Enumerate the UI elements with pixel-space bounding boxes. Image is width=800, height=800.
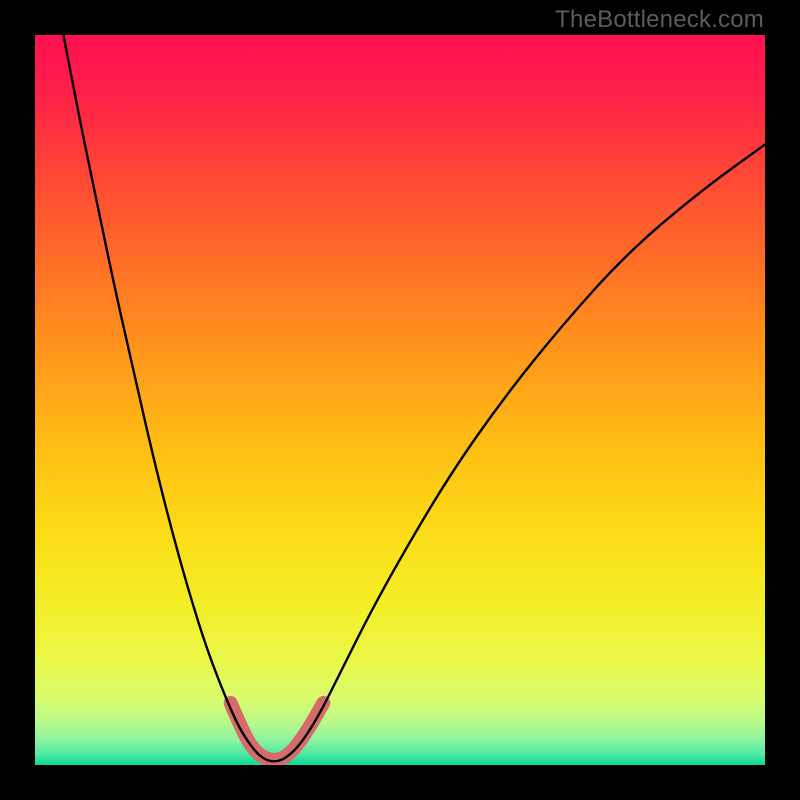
chart-frame: TheBottleneck.com — [0, 0, 800, 800]
curve-layer — [35, 35, 765, 765]
bottleneck-curve — [63, 35, 765, 761]
plot-area — [35, 35, 765, 765]
watermark-text: TheBottleneck.com — [555, 6, 764, 34]
